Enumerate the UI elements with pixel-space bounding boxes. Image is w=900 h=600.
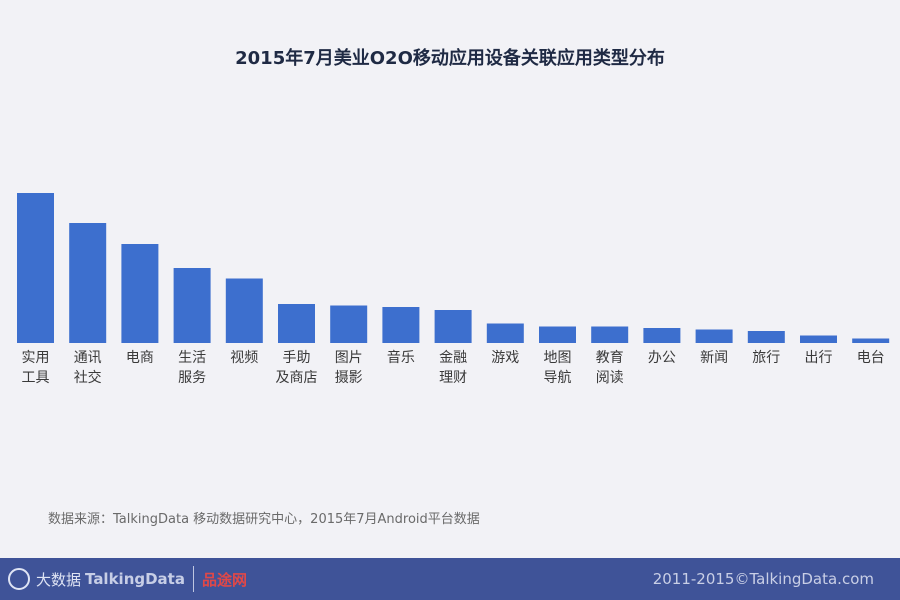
bar [643,328,681,343]
category-label: 导航 [544,370,572,386]
category-label: 摄影 [335,370,363,386]
category-label: 办公 [648,350,676,366]
footer-bar: 大数据 TalkingData 品途网 2011-2015©TalkingDat… [0,558,900,600]
chart-title: 2015年7月美业O2O移动应用设备关联应用类型分布 [235,48,665,69]
category-label: 旅行 [752,350,780,366]
category-label: 社交 [74,369,102,386]
category-label: 工具 [22,370,50,386]
bar [800,335,837,343]
category-label: 游戏 [491,350,519,366]
source-note: 数据来源：TalkingData 移动数据研究中心，2015年7月Android… [48,512,480,527]
bar [539,326,576,343]
bar [330,305,368,343]
bar [278,304,315,343]
footer-logo: 大数据 TalkingData 品途网 [8,564,247,594]
category-label: 通讯 [74,350,102,366]
bar [486,323,524,343]
copyright-text: 2011-2015©TalkingData.com [652,570,874,588]
category-label: 电台 [857,350,885,366]
category-label: 图片 [335,350,363,366]
category-label: 视频 [230,350,258,366]
category-label: 音乐 [387,349,415,366]
brand-prefix: 大数据 [36,570,82,589]
category-label: 手助 [283,350,311,366]
logo-divider [192,566,194,592]
bar [434,310,472,343]
bar [225,278,263,343]
bar [852,338,890,343]
bar [695,329,733,343]
category-label: 出行 [805,350,833,366]
category-label: 电商 [126,350,154,366]
category-label: 新闻 [700,350,728,366]
brand-name: TalkingData [85,570,185,588]
category-label: 生活 [178,350,206,366]
category-label: 金融 [439,350,467,366]
bar [17,193,54,343]
bar [69,223,107,343]
category-label: 及商店 [276,370,318,386]
category-label: 实用 [22,350,50,366]
category-label: 地图 [544,350,572,366]
bar [382,307,420,343]
brand-logo-icon [8,568,30,590]
category-label: 阅读 [596,369,624,386]
watermark-logo: 品途网 [201,570,247,589]
bar [591,326,629,343]
category-label: 教育 [596,350,624,366]
bar [747,331,785,343]
bar [121,244,159,343]
bar [173,268,211,343]
category-label: 理财 [439,370,467,386]
category-label: 服务 [178,370,206,386]
